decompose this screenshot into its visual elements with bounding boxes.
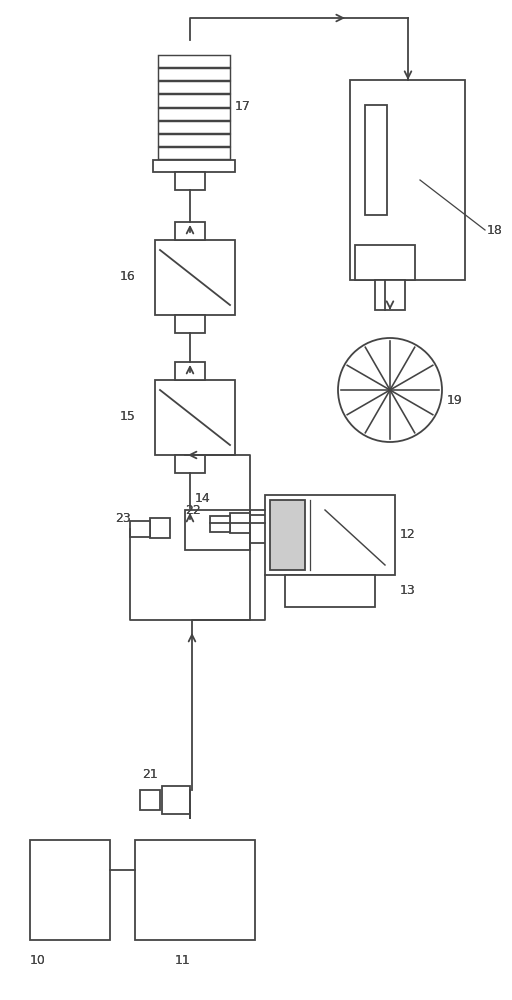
Bar bbox=[175, 222, 205, 240]
Bar bbox=[175, 172, 205, 190]
Text: 14: 14 bbox=[195, 491, 211, 504]
Bar bbox=[355, 245, 415, 280]
Bar bbox=[350, 80, 465, 280]
Text: 11: 11 bbox=[175, 954, 191, 966]
Text: 18: 18 bbox=[487, 224, 503, 236]
Text: 11: 11 bbox=[175, 954, 191, 966]
Text: 19: 19 bbox=[447, 393, 463, 406]
Bar bbox=[175, 362, 205, 380]
Text: 17: 17 bbox=[235, 101, 251, 113]
Bar bbox=[158, 68, 230, 80]
Bar bbox=[270, 520, 282, 538]
Text: 10: 10 bbox=[30, 954, 46, 966]
Bar bbox=[265, 495, 395, 575]
Bar bbox=[158, 94, 230, 106]
Circle shape bbox=[338, 338, 442, 442]
Bar bbox=[158, 134, 230, 146]
Bar bbox=[210, 516, 230, 532]
Bar bbox=[365, 105, 387, 215]
Bar bbox=[135, 840, 255, 940]
Text: 12: 12 bbox=[400, 528, 416, 542]
Bar bbox=[185, 510, 250, 550]
Bar bbox=[158, 107, 230, 120]
Bar bbox=[158, 121, 230, 133]
Bar bbox=[150, 518, 170, 538]
Bar bbox=[175, 455, 205, 473]
Text: 23: 23 bbox=[115, 512, 131, 524]
Text: 17: 17 bbox=[235, 101, 251, 113]
Bar bbox=[158, 55, 230, 67]
Text: 15: 15 bbox=[120, 410, 136, 424]
Bar bbox=[140, 790, 160, 810]
Bar bbox=[230, 513, 250, 533]
Text: 22: 22 bbox=[185, 504, 201, 516]
Bar bbox=[175, 315, 205, 333]
Bar bbox=[285, 575, 375, 607]
Text: 18: 18 bbox=[487, 224, 503, 236]
Bar bbox=[270, 500, 305, 570]
Text: 19: 19 bbox=[447, 393, 463, 406]
Text: 21: 21 bbox=[142, 768, 158, 782]
Bar bbox=[130, 521, 150, 537]
Text: 10: 10 bbox=[30, 954, 46, 966]
Text: 21: 21 bbox=[142, 768, 158, 782]
Text: 14: 14 bbox=[195, 491, 211, 504]
Bar bbox=[153, 160, 235, 172]
Bar bbox=[158, 81, 230, 93]
Bar bbox=[158, 147, 230, 159]
Bar bbox=[30, 840, 110, 940]
Text: 16: 16 bbox=[120, 270, 136, 284]
Text: 23: 23 bbox=[115, 512, 131, 524]
Bar bbox=[250, 515, 270, 543]
Bar bbox=[375, 280, 405, 310]
Text: 16: 16 bbox=[120, 270, 136, 284]
Text: 12: 12 bbox=[400, 528, 416, 542]
Bar bbox=[162, 786, 190, 814]
Bar bbox=[155, 380, 235, 455]
Bar bbox=[155, 240, 235, 315]
Text: 15: 15 bbox=[120, 410, 136, 424]
Text: 13: 13 bbox=[400, 584, 416, 597]
Text: 22: 22 bbox=[185, 504, 201, 516]
Text: 13: 13 bbox=[400, 584, 416, 597]
